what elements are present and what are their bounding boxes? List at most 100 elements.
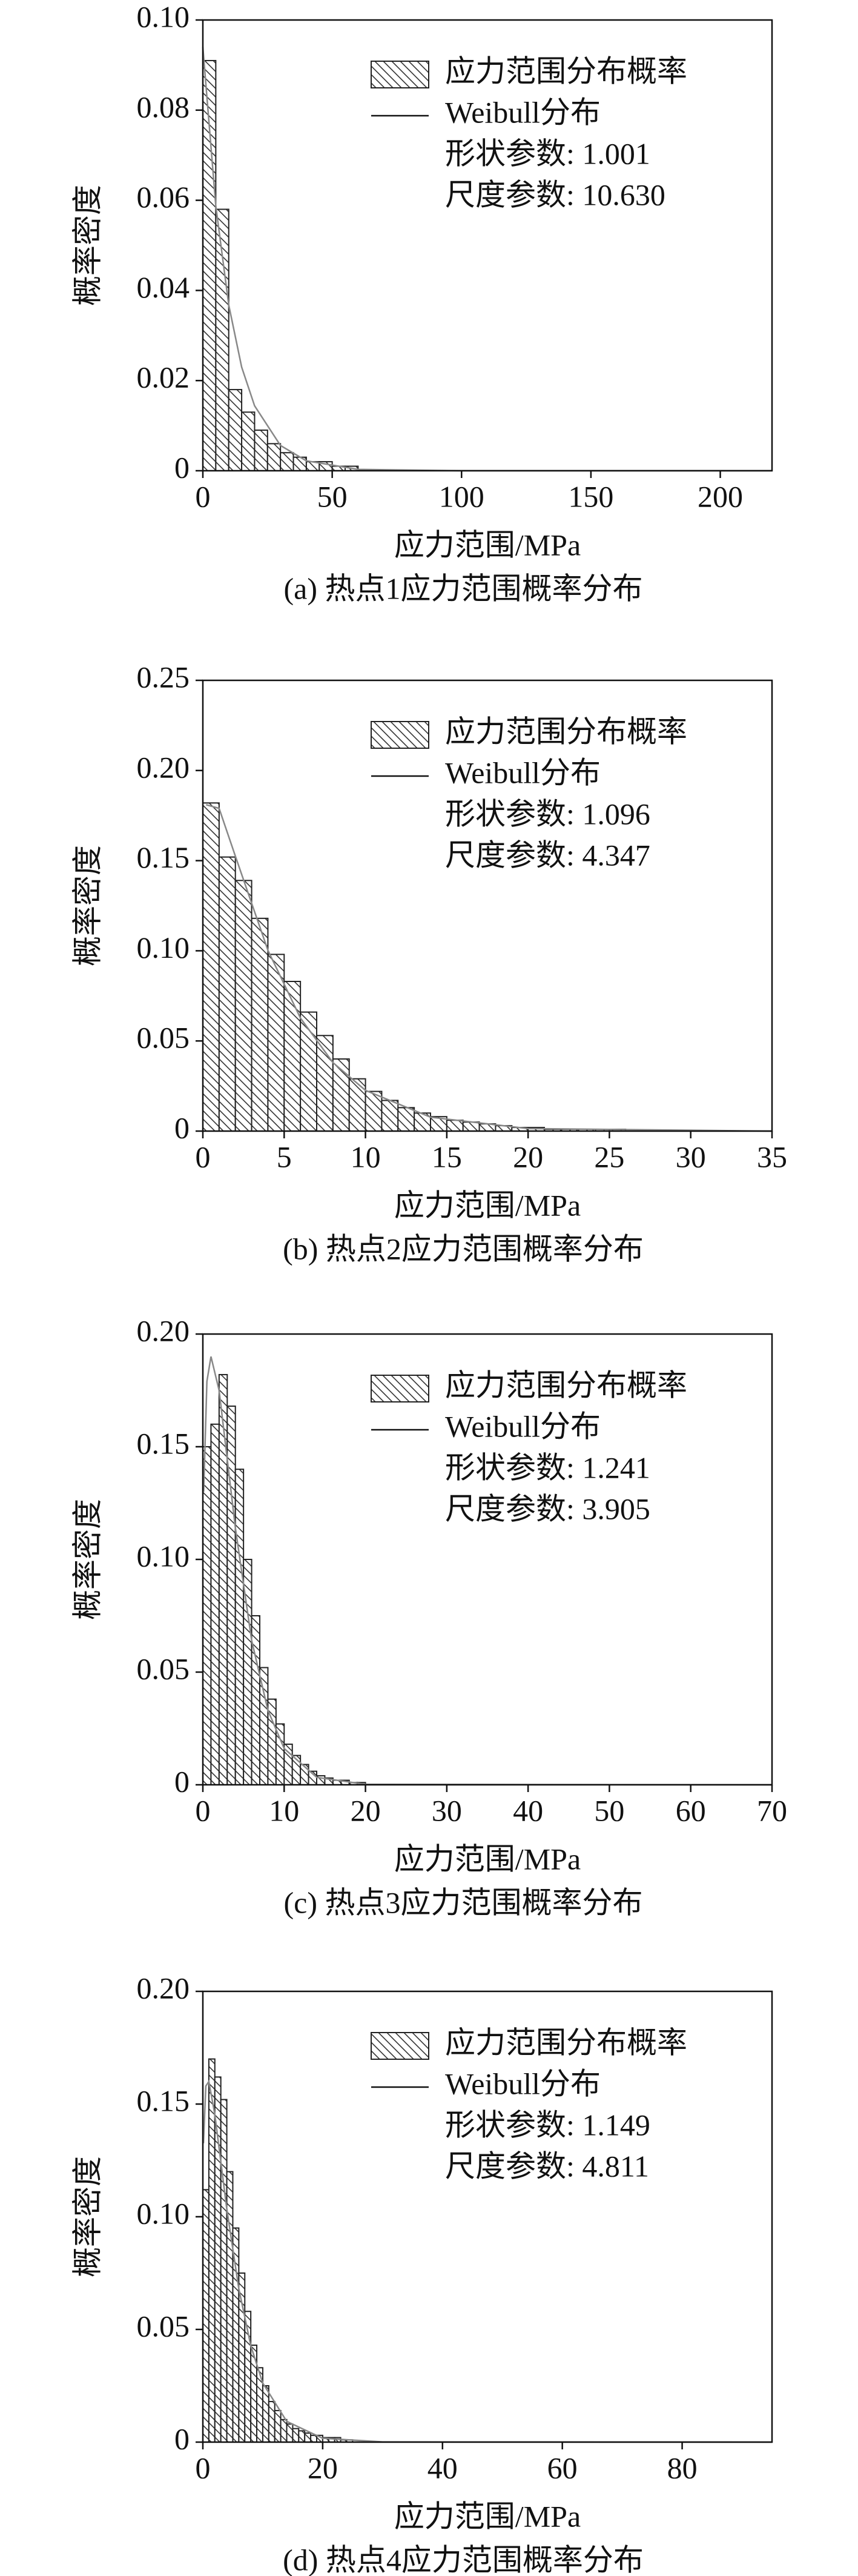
bar [283, 980, 302, 1132]
bar [292, 2428, 300, 2443]
x-tick-label: 70 [757, 1793, 787, 1827]
x-tick-label: 80 [667, 2451, 698, 2485]
legend-label: Weibull分布 [445, 1409, 601, 1443]
x-tick-label: 5 [277, 1140, 292, 1173]
x-tick-label: 10 [269, 1793, 299, 1827]
y-tick-label: 0.15 [137, 2083, 190, 2117]
weibull-curve [203, 1356, 773, 1786]
y-tick-label: 0.10 [137, 1539, 190, 1573]
panel: 0 0.02 0.04 0.06 0.08 0.10 0 50 100 150 200 应力范围/MP… [70, 0, 773, 605]
bar [259, 1667, 269, 1786]
bar [365, 1090, 383, 1132]
x-tick-label: 100 [439, 479, 484, 513]
bar [215, 208, 229, 471]
x-tick-label: 60 [676, 1793, 706, 1827]
x-tick-label: 60 [547, 2451, 578, 2485]
bar [214, 2076, 222, 2443]
plot-frame [202, 19, 773, 472]
x-tick-label: 0 [196, 479, 211, 513]
legend-swatch [371, 61, 429, 88]
bar [210, 1423, 220, 1786]
x-tick-label: 20 [513, 1140, 543, 1173]
x-tick-label: 0 [196, 2451, 211, 2485]
y-axis-label: 概率密度 [70, 845, 104, 966]
x-tick-label: 30 [432, 1793, 462, 1827]
panel: 0 0.05 0.10 0.15 0.20 0.25 0 5 10 15 20 25 30 35 应力范围/… [70, 660, 787, 1266]
bar [462, 1121, 480, 1132]
panel: 0 0.05 0.10 0.15 0.20 0 20 40 60 80 应力范围/MPa 概率密度 (d… [70, 1971, 773, 2576]
bar [381, 1100, 399, 1132]
bar [226, 1406, 236, 1786]
bar [220, 2099, 228, 2443]
y-tick-label: 0.15 [137, 1426, 190, 1460]
y-tick-label: 0.20 [137, 750, 190, 784]
legend-swatch [371, 1375, 429, 1403]
annotation: 尺度参数: 4.347 [445, 838, 650, 872]
y-tick-label: 0.06 [137, 180, 190, 214]
y-tick-label: 0.10 [137, 2196, 190, 2230]
y-axis-label: 概率密度 [70, 2156, 104, 2277]
x-tick-label: 200 [698, 479, 743, 513]
annotation: 形状参数: 1.149 [445, 2108, 650, 2142]
bar [280, 2418, 288, 2443]
y-tick-label: 0 [174, 1764, 190, 1798]
annotation: 形状参数: 1.096 [445, 797, 650, 831]
x-tick-label: 25 [594, 1140, 624, 1173]
x-tick-label: 40 [513, 1793, 543, 1827]
annotation: 尺度参数: 10.630 [445, 178, 665, 211]
annotation: 形状参数: 1.001 [445, 136, 650, 170]
bar [397, 1107, 415, 1132]
bar [280, 452, 294, 471]
bar [234, 1469, 245, 1785]
y-tick-label: 0.15 [137, 840, 190, 874]
bar [254, 430, 268, 471]
bar [232, 2227, 240, 2443]
bar [300, 1764, 309, 1786]
bar [202, 1446, 212, 1785]
bar [298, 2430, 306, 2443]
legend-label: 应力范围分布概率 [445, 714, 687, 748]
y-tick-label: 0.20 [137, 1971, 190, 2005]
x-tick-label: 0 [196, 1140, 211, 1173]
legend-label: Weibull分布 [445, 2066, 601, 2100]
x-tick-label: 150 [568, 479, 613, 513]
bar [316, 1035, 334, 1132]
annotation: 尺度参数: 3.905 [445, 1492, 650, 1525]
bar [228, 389, 243, 472]
legend-label: 应力范围分布概率 [445, 54, 687, 88]
y-tick-label: 0.25 [137, 660, 190, 694]
bar [202, 802, 220, 1132]
bar [267, 954, 285, 1132]
x-tick-label: 15 [432, 1140, 462, 1173]
x-tick-label: 20 [351, 1793, 381, 1827]
x-axis-label: 应力范围/MPa [394, 528, 581, 562]
bar [234, 880, 252, 1132]
x-axis-label: 应力范围/MPa [394, 1842, 581, 1876]
caption: (b) 热点2应力范围概率分布 [283, 1232, 644, 1266]
weibull-curve [202, 2079, 773, 2443]
bar [310, 2434, 318, 2443]
y-tick-label: 0.05 [137, 1651, 190, 1685]
bar [202, 2189, 210, 2443]
y-tick-label: 0 [174, 450, 190, 484]
annotation: 尺度参数: 4.811 [445, 2149, 649, 2183]
bar [268, 2401, 276, 2443]
y-tick-label: 0.02 [137, 360, 190, 394]
bar [208, 2058, 216, 2443]
annotation: 形状参数: 1.241 [445, 1450, 650, 1484]
bar [286, 2423, 294, 2443]
legend-label: 应力范围分布概率 [445, 2025, 687, 2059]
plot-frame [202, 679, 773, 1132]
caption: (d) 热点4应力范围概率分布 [283, 2543, 644, 2576]
bar [262, 2385, 269, 2443]
x-axis-label: 应力范围/MPa [394, 2499, 581, 2533]
y-tick-label: 0.08 [137, 90, 190, 124]
panel: 0 0.05 0.10 0.15 0.20 0 10 20 30 40 50 60 70 应力范围/MPa… [70, 1313, 787, 1919]
legend-swatch [371, 721, 429, 749]
legend-label: 应力范围分布概率 [445, 1368, 687, 1402]
y-tick-label: 0.04 [137, 270, 190, 304]
x-tick-label: 0 [196, 1793, 211, 1827]
bar [238, 2272, 246, 2443]
y-tick-label: 0.20 [137, 1313, 190, 1347]
